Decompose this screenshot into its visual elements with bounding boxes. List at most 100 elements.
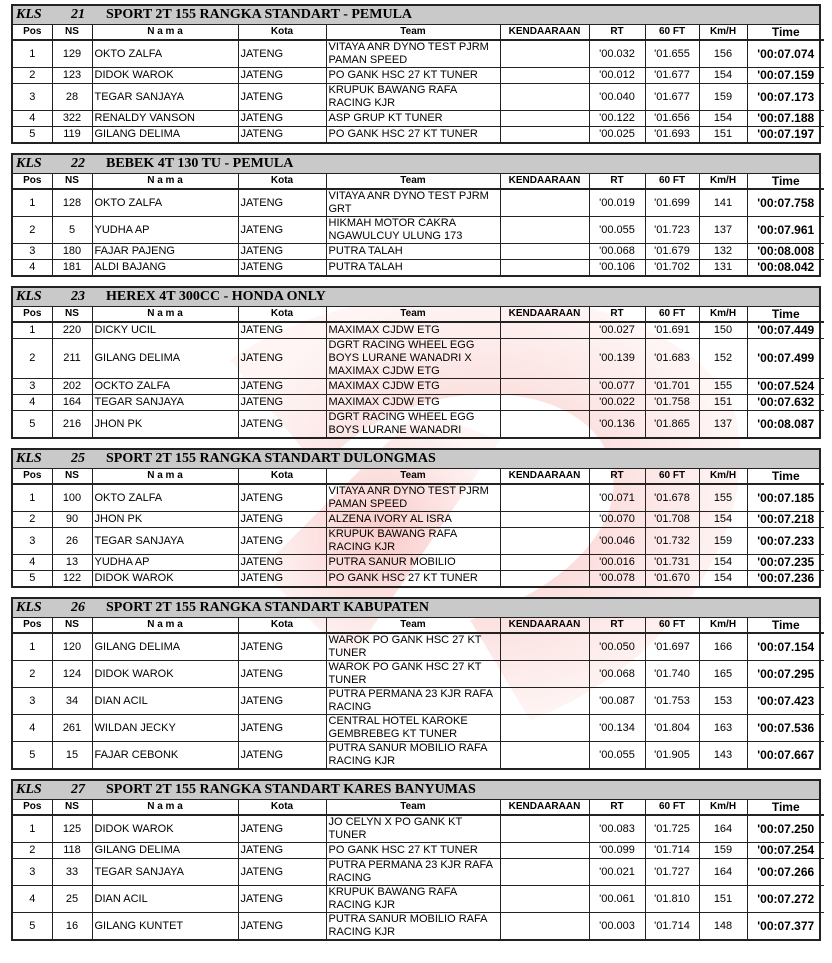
cell-team: PUTRA SANUR MOBILIO RAFA RACING KJR <box>326 912 501 939</box>
cell-ns: 5 <box>52 216 93 244</box>
cell-time: '00:07.185 <box>747 484 824 512</box>
cell-rt: '00.136 <box>589 410 646 437</box>
column-header-60ft: 60 FT <box>645 469 700 485</box>
column-header-nama: N a m a <box>92 25 239 41</box>
column-header-time: Time <box>747 618 824 634</box>
table-row: 2 118 GILANG DELIMA JATENG PO GANK HSC 27 KT… <box>13 842 824 859</box>
cell-time: '00:07.188 <box>747 110 824 127</box>
cell-ns: 25 <box>52 885 93 913</box>
cell-kendaraan <box>500 511 590 528</box>
cell-team: CENTRAL HOTEL KAROKE GEMBREBEG KT TUNER <box>326 714 501 742</box>
column-header-kota: Kota <box>238 307 327 323</box>
cell-team: PUTRA PERMANA 23 KJR RAFA RACING <box>326 687 501 715</box>
class-num: 25 <box>71 451 85 466</box>
cell-pos: 1 <box>13 189 53 217</box>
cell-rt: '00.019 <box>589 189 646 217</box>
cell-kendaraan <box>500 858 590 886</box>
cell-ns: 26 <box>52 527 93 555</box>
cell-time: '00:07.159 <box>747 67 824 84</box>
cell-pos: 5 <box>13 570 53 586</box>
cell-kota: JATENG <box>238 322 327 339</box>
table-row: 4 261 WILDAN JECKY JATENG CENTRAL HOTEL KARO… <box>13 714 824 742</box>
class-num: 22 <box>71 156 85 171</box>
results-table: Pos NS N a m a Kota Team KENDAARAAN RT 60 FT Km/… <box>13 469 824 586</box>
column-header-rt: RT <box>589 618 646 634</box>
table-row: 3 28 TEGAR SANJAYA JATENG KRUPUK BAWANG RAFA… <box>13 83 824 111</box>
cell-nama: DIDOK WAROK <box>92 660 239 688</box>
cell-nama: WILDAN JECKY <box>92 714 239 742</box>
cell-nama: OKTO ZALFA <box>92 189 239 217</box>
cell-rt: '00.016 <box>589 554 646 571</box>
table-row: 5 16 GILANG KUNTET JATENG PUTRA SANUR MOBILI… <box>13 912 824 939</box>
column-header-kmh: Km/H <box>699 174 748 190</box>
cell-60ft: '01.697 <box>645 633 700 661</box>
cell-60ft: '01.753 <box>645 687 700 715</box>
cell-kendaraan <box>500 484 590 512</box>
cell-ns: 211 <box>52 338 93 379</box>
cell-60ft: '01.740 <box>645 660 700 688</box>
cell-kendaraan <box>500 741 590 768</box>
column-header-60ft: 60 FT <box>645 307 700 323</box>
cell-kendaraan <box>500 394 590 411</box>
cell-kendaraan <box>500 842 590 859</box>
cell-team: KRUPUK BAWANG RAFA RACING KJR <box>326 83 501 111</box>
cell-60ft: '01.723 <box>645 216 700 244</box>
cell-pos: 1 <box>13 484 53 512</box>
cell-rt: '00.012 <box>589 67 646 84</box>
cell-kota: JATENG <box>238 815 327 843</box>
cell-pos: 4 <box>13 714 53 742</box>
cell-60ft: '01.725 <box>645 815 700 843</box>
cell-pos: 1 <box>13 40 53 68</box>
cell-60ft: '01.865 <box>645 410 700 437</box>
cell-ns: 15 <box>52 741 93 768</box>
table-row: 2 124 DIDOK WAROK JATENG WAROK PO GANK HSC 2… <box>13 660 824 688</box>
header-row: Pos NS N a m a Kota Team KENDAARAAN RT 60 FT Km/… <box>13 618 824 634</box>
column-header-kota: Kota <box>238 25 327 41</box>
column-header-ns: NS <box>52 174 93 190</box>
class-kls: KLS <box>16 600 42 615</box>
class-name: HEREX 4T 300CC - HONDA ONLY <box>106 289 326 304</box>
class-title: KLS 26 SPORT 2T 155 RANGKA STANDART KABUPA… <box>13 599 819 618</box>
table-row: 2 90 JHON PK JATENG ALZENA IVORY AL ISRA '00.… <box>13 511 824 528</box>
cell-time: '00:07.961 <box>747 216 824 244</box>
cell-rt: '00.087 <box>589 687 646 715</box>
cell-time: '00:07.758 <box>747 189 824 217</box>
class-name: SPORT 2T 155 RANGKA STANDART DULONGMAS <box>106 451 436 466</box>
column-header-time: Time <box>747 307 824 323</box>
cell-ns: 125 <box>52 815 93 843</box>
cell-nama: FAJAR PAJENG <box>92 243 239 260</box>
cell-60ft: '01.714 <box>645 912 700 939</box>
column-header-time: Time <box>747 800 824 816</box>
cell-ns: 124 <box>52 660 93 688</box>
cell-ns: 220 <box>52 322 93 339</box>
cell-kota: JATENG <box>238 216 327 244</box>
table-row: 1 125 DIDOK WAROK JATENG JO CELYN X PO GANK … <box>13 815 824 843</box>
column-header-kmh: Km/H <box>699 618 748 634</box>
cell-kmh: 154 <box>699 511 748 528</box>
table-row: 4 25 DIAN ACIL JATENG KRUPUK BAWANG RAFA RAC… <box>13 885 824 913</box>
cell-kota: JATENG <box>238 687 327 715</box>
cell-ns: 33 <box>52 858 93 886</box>
cell-kendaraan <box>500 912 590 939</box>
cell-time: '00:07.235 <box>747 554 824 571</box>
column-header-kendaraan: KENDAARAAN <box>500 618 590 634</box>
cell-time: '00:07.218 <box>747 511 824 528</box>
cell-kmh: 137 <box>699 410 748 437</box>
cell-kota: JATENG <box>238 527 327 555</box>
cell-team: MAXIMAX CJDW ETG <box>326 378 501 395</box>
header-row: Pos NS N a m a Kota Team KENDAARAAN RT 60 FT Km/… <box>13 307 824 323</box>
cell-pos: 4 <box>13 110 53 127</box>
column-header-kmh: Km/H <box>699 469 748 485</box>
cell-rt: '00.071 <box>589 484 646 512</box>
cell-rt: '00.025 <box>589 126 646 142</box>
cell-kmh: 154 <box>699 570 748 586</box>
class-kls: KLS <box>16 156 42 171</box>
cell-team: HIKMAH MOTOR CAKRA NGAWULCUY ULUNG 173 <box>326 216 501 244</box>
cell-nama: DIDOK WAROK <box>92 815 239 843</box>
class-num: 23 <box>71 289 85 304</box>
table-row: 4 181 ALDI BAJANG JATENG PUTRA TALAH '00.106 '… <box>13 259 824 275</box>
column-header-team: Team <box>326 618 501 634</box>
cell-kmh: 164 <box>699 815 748 843</box>
cell-rt: '00.068 <box>589 243 646 260</box>
cell-nama: GILANG DELIMA <box>92 842 239 859</box>
